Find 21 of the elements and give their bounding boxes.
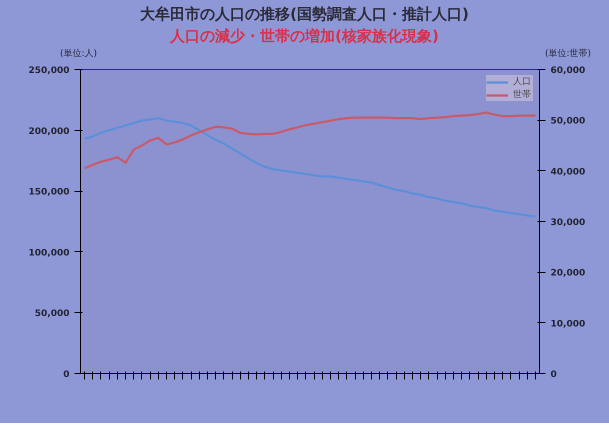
y2-tick-label: 40,000 bbox=[550, 167, 586, 178]
y2-tick-label: 50,000 bbox=[550, 116, 586, 127]
y-tick-label: 100,000 bbox=[28, 248, 70, 258]
y-tick-label: 200,000 bbox=[28, 126, 70, 137]
line-series bbox=[84, 117, 536, 218]
line-series bbox=[84, 111, 536, 170]
legend-label: 人口 bbox=[513, 76, 532, 88]
chart-title: 大牟田市の人口の推移(国勢調査人口・推計人口) bbox=[140, 4, 469, 25]
y-tick-label: 50,000 bbox=[34, 309, 70, 320]
y-tick-label: 250,000 bbox=[28, 66, 70, 76]
y2-axis-title: (単位:世帯) bbox=[545, 48, 592, 61]
y2-tick-label: 10,000 bbox=[550, 319, 586, 330]
y2-tick-label: 30,000 bbox=[550, 218, 586, 228]
y2-tick-label: 20,000 bbox=[550, 268, 586, 279]
y-axis-title: (単位:人) bbox=[60, 48, 98, 61]
y-tick-label: 150,000 bbox=[28, 188, 70, 198]
legend-label: 世帯 bbox=[513, 88, 532, 101]
y-tick-label: 0 bbox=[63, 370, 70, 380]
y2-tick-label: 60,000 bbox=[550, 66, 586, 76]
y2-tick-label: 0 bbox=[550, 370, 557, 380]
chart-subtitle: 人口の減少・世帯の増加(核家族化現象) bbox=[170, 26, 439, 47]
